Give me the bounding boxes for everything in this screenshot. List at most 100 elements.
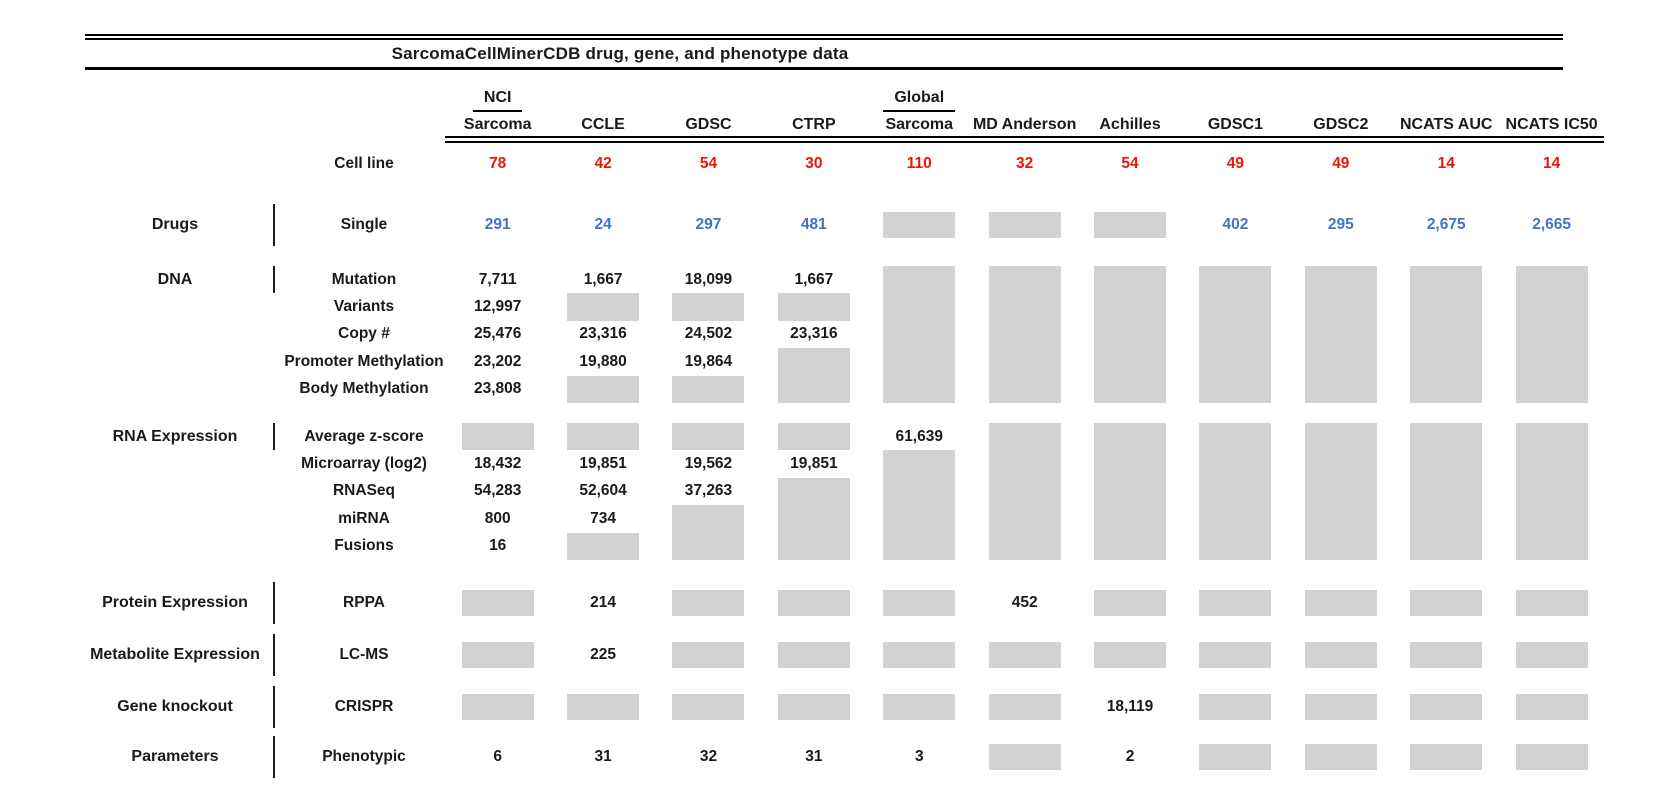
missing-data-cell [867,375,972,403]
column-header-top: NCI [445,87,550,112]
section-parameters: Parameters Phenotypic 6 31 32 31 3 2 [85,735,1605,778]
data-value: 19,851 [579,455,627,473]
missing-data-cell [972,375,1077,403]
missing-data-cell [1499,686,1604,728]
missing-data-box [777,693,850,720]
cell-line-count: 42 [594,154,612,172]
row-label: Promoter Methylation [284,352,444,370]
missing-data-cell [972,204,1077,246]
missing-data-box [883,450,956,478]
missing-data-cell [1288,450,1393,478]
missing-data-cell [1499,634,1604,676]
data-value: 7,711 [478,270,517,288]
cell-line-count: 32 [1016,154,1034,172]
missing-data-cell [1288,422,1393,451]
data-value: 297 [695,216,722,233]
data-value: 52,604 [579,482,627,500]
missing-data-cell [1499,477,1604,506]
missing-data-cell [550,686,655,728]
header-double-rule [445,136,1605,143]
missing-data-cell [761,477,866,506]
data-value: 37,263 [684,482,733,500]
column-header: Achilles [1099,116,1161,133]
missing-data-cell [1394,505,1499,533]
missing-data-cell [972,477,1077,506]
missing-data-box [883,477,956,506]
missing-data-box [988,422,1061,451]
missing-data-box [672,375,745,403]
missing-data-cell [1394,375,1499,403]
missing-data-cell [1077,582,1182,624]
missing-data-box [883,589,956,616]
missing-data-box [1199,348,1272,376]
missing-data-box [1410,375,1483,403]
missing-data-box [672,641,745,668]
row-label: RNASeq [332,482,395,500]
row-label: LC-MS [339,645,389,663]
missing-data-cell [761,375,866,403]
missing-data-box [1094,348,1167,376]
missing-data-cell [1394,266,1499,294]
missing-data-box [1094,375,1167,403]
column-header-top-label: Global [883,87,956,112]
section-divider-bar [272,204,276,246]
missing-data-box [988,743,1061,770]
missing-data-box [1199,532,1272,560]
missing-data-box [1304,477,1377,506]
missing-data-cell [1077,293,1182,321]
missing-data-cell [1499,582,1604,624]
data-value: 31 [805,747,823,765]
missing-data-box [1410,693,1483,720]
missing-data-cell [1394,532,1499,560]
missing-data-cell [972,422,1077,451]
row-label: Single [340,216,388,233]
data-value: 16 [489,537,507,555]
missing-data-cell [1183,634,1288,676]
missing-data-box [988,505,1061,533]
missing-data-cell [1183,293,1288,321]
missing-data-cell [1499,505,1604,533]
missing-data-cell [1394,686,1499,728]
data-value: 6 [493,747,502,765]
missing-data-cell [1077,266,1182,294]
missing-data-cell [1394,293,1499,321]
missing-data-cell [1183,348,1288,376]
missing-data-box [1515,320,1588,349]
missing-data-cell [445,582,550,624]
section-label: Gene knockout [117,697,233,715]
missing-data-cell [972,266,1077,294]
missing-data-cell [1499,422,1604,451]
missing-data-box [1199,589,1272,616]
missing-data-cell [1394,320,1499,349]
column-header: NCATS AUC [1399,116,1493,133]
row-label: Mutation [331,270,397,288]
data-value: 2,665 [1532,216,1571,233]
data-value: 481 [800,216,827,233]
cell-line-count: 78 [489,154,507,172]
cell-line-count: 30 [805,154,823,172]
data-value: 214 [590,593,617,611]
missing-data-box [988,450,1061,478]
data-value: 19,562 [684,455,733,473]
missing-data-box [777,589,850,616]
data-value: 2 [1125,747,1135,765]
missing-data-cell [445,686,550,728]
cell-line-count: 110 [906,154,932,172]
missing-data-cell [972,634,1077,676]
cell-line-count: 54 [699,154,718,172]
missing-data-cell [550,532,655,560]
section-dna: DNA Mutation 7,711 1,667 18,099 1,667 Variants… [85,266,1605,403]
column-header: MD Anderson [972,116,1077,133]
data-value: 18,119 [1106,697,1154,715]
row-label: Variants [333,298,395,316]
missing-data-cell [761,686,866,728]
missing-data-box [777,375,850,403]
missing-data-cell [761,348,866,376]
row-label: RPPA [343,593,385,611]
data-value: 31 [594,747,612,765]
column-header: CTRP [792,116,836,133]
missing-data-box [1304,743,1377,770]
missing-data-cell [445,634,550,676]
missing-data-cell [1499,266,1604,294]
